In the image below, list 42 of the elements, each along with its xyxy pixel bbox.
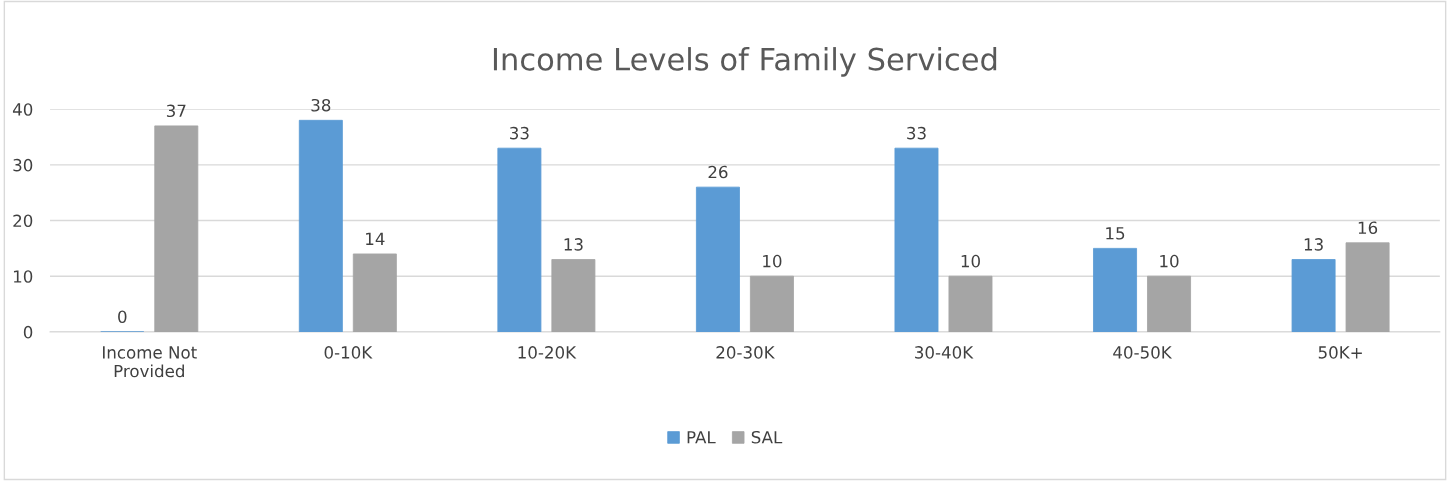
data-label: 0 <box>118 310 127 324</box>
data-label: 37 <box>166 104 186 118</box>
chart-title: Income Levels of Family Serviced <box>493 47 997 77</box>
y-tick-label: 40 <box>12 103 33 116</box>
data-label: 26 <box>708 165 728 179</box>
data-label: 38 <box>311 98 331 112</box>
x-tick-label: Income Not Provided <box>103 346 197 378</box>
y-tick-label: 20 <box>13 214 33 228</box>
bar <box>695 186 740 332</box>
bar <box>1093 247 1137 332</box>
y-tick-label: 0 <box>23 325 33 339</box>
data-label: 33 <box>510 126 529 140</box>
data-label: 13 <box>564 238 583 251</box>
bar <box>749 275 794 332</box>
x-tick-label: 0-10K <box>324 346 373 359</box>
bar <box>497 147 542 332</box>
bar <box>948 275 993 332</box>
bar <box>1147 275 1191 332</box>
data-label: 16 <box>1358 221 1378 235</box>
data-label: 10 <box>763 254 782 268</box>
y-tick-label: 30 <box>13 158 33 172</box>
x-tick-label: 20-30K <box>716 346 775 359</box>
x-tick-label: 50K+ <box>1318 346 1362 359</box>
data-label: 15 <box>1106 227 1125 240</box>
x-tick-label: 10-20K <box>518 346 577 359</box>
bar <box>298 119 343 332</box>
data-label: 14 <box>366 232 385 245</box>
y-tick-label: 10 <box>13 270 33 283</box>
data-label: 10 <box>961 254 980 268</box>
x-tick-label: 30-40K <box>915 346 974 359</box>
bar <box>894 147 939 332</box>
bar <box>352 253 397 332</box>
legend-label: SAL <box>751 430 783 444</box>
data-label: 10 <box>1160 254 1179 268</box>
bar <box>551 259 596 332</box>
bar <box>1345 242 1390 332</box>
bar <box>1291 259 1336 332</box>
x-tick-label: 40-50K <box>1113 346 1173 359</box>
bar <box>154 125 199 332</box>
data-label: 33 <box>907 126 926 140</box>
data-label: 13 <box>1304 238 1323 251</box>
legend-label: PAL <box>687 431 716 444</box>
